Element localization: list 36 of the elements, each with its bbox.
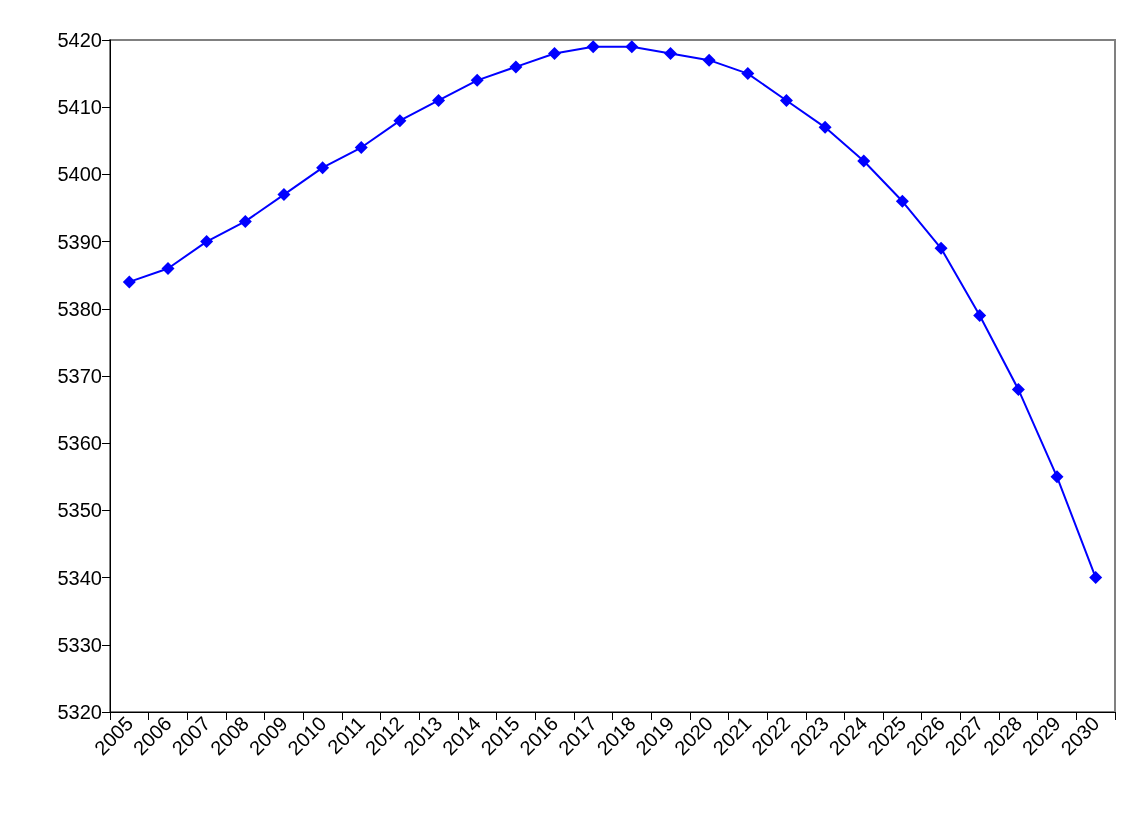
point (548, 46, 562, 60)
point (161, 261, 175, 275)
point (973, 309, 987, 323)
point (470, 73, 484, 87)
y-tick-label: 5400 (57, 163, 102, 186)
point (316, 161, 330, 175)
y-tick-label: 5370 (57, 365, 102, 387)
point (895, 194, 909, 208)
point (779, 93, 793, 107)
point (238, 214, 252, 228)
y-tick-label: 5350 (57, 499, 102, 522)
point (857, 154, 871, 168)
point (432, 93, 446, 107)
point (354, 141, 368, 155)
point (509, 60, 523, 74)
point (122, 275, 136, 289)
y-tick-label: 5410 (57, 96, 102, 119)
point (586, 40, 600, 54)
point (663, 46, 677, 60)
y-tick-label: 5360 (57, 432, 102, 455)
point (1011, 382, 1025, 396)
point (1089, 571, 1103, 585)
y-tick-label: 5330 (57, 633, 102, 656)
point (741, 67, 755, 81)
point (818, 120, 832, 134)
point (1050, 470, 1064, 484)
point (200, 235, 214, 249)
point (702, 53, 716, 67)
y-tick-label: 5420 (57, 29, 102, 51)
point (625, 40, 639, 54)
point (934, 241, 948, 255)
point (393, 114, 407, 128)
y-tick-label: 5340 (57, 566, 102, 589)
y-tick-label: 5390 (57, 230, 102, 253)
point (277, 188, 291, 202)
y-tick-label: 5380 (57, 297, 102, 320)
